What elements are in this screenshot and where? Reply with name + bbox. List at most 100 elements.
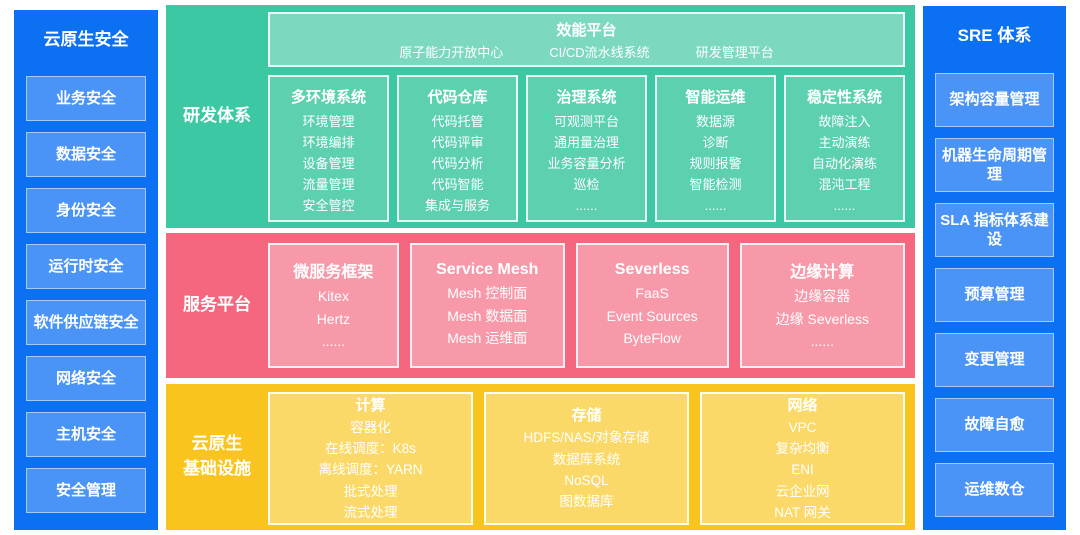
sre-panel-items: 架构容量管理 机器生命周期管理 SLA 指标体系建设 预算管理 变更管理 故障自… — [923, 73, 1066, 517]
edge-computing-box: 边缘计算 边缘容器 边缘 Severless ...... — [739, 243, 905, 368]
service-mesh-box: Service Mesh Mesh 控制面 Mesh 数据面 Mesh 运维面 — [409, 243, 565, 368]
box-title: 计算 — [355, 396, 386, 414]
box-title: 治理系统 — [556, 89, 617, 106]
box-item: Mesh 控制面 — [447, 285, 528, 302]
box-item: 代码托管 — [431, 114, 484, 129]
box-item: 在线调度：K8s — [325, 441, 416, 457]
box-item: ENI — [791, 462, 814, 478]
box-item: 智能检测 — [689, 177, 742, 193]
platform-subitem-atomic-center: 原子能力开放中心 — [399, 44, 504, 60]
box-item: 复杂均衡 — [775, 441, 830, 457]
box-item: 图数据库 — [559, 494, 614, 510]
sre-item-capacity: 架构容量管理 — [935, 73, 1054, 127]
box-item: HDFS/NAS/对象存储 — [523, 430, 650, 446]
sre-item-budget: 预算管理 — [935, 268, 1054, 322]
box-item: 边缘容器 — [794, 288, 851, 305]
box-item: ...... — [810, 333, 834, 350]
security-panel-title: 云原生安全 — [43, 30, 129, 49]
box-item: 诊断 — [702, 135, 729, 151]
box-title: 网络 — [787, 396, 818, 414]
infrastructure-label: 云原生 基础设施 — [166, 384, 268, 530]
box-item: 容器化 — [350, 419, 391, 435]
rd-system-content: 效能平台 原子能力开放中心 CI/CD流水线系统 研发管理平台 多环境系统 环境… — [268, 5, 915, 228]
box-item: 混沌工程 — [818, 177, 871, 193]
box-item: ...... — [833, 198, 856, 214]
infrastructure-band: 云原生 基础设施 计算 容器化 在线调度：K8s 离线调度：YARN 批式处理 … — [166, 384, 915, 530]
box-title: 智能运维 — [685, 89, 746, 106]
box-item: 边缘 Severless — [775, 310, 869, 327]
sre-panel-title: SRE 体系 — [957, 26, 1032, 45]
box-item: Hertz — [316, 310, 351, 327]
box-item: 可观测平台 — [553, 114, 619, 129]
security-item-identity: 身份安全 — [26, 188, 146, 233]
platform-subitem-rd-management: 研发管理平台 — [695, 44, 774, 60]
box-title: 边缘计算 — [790, 264, 855, 282]
box-item: FaaS — [635, 285, 669, 302]
service-platform-band: 服务平台 微服务框架 Kitex Hertz ...... Service Me… — [166, 233, 915, 378]
efficiency-platform-title: 效能平台 — [556, 21, 617, 39]
efficiency-platform-box: 效能平台 原子能力开放中心 CI/CD流水线系统 研发管理平台 — [268, 12, 905, 67]
intelligent-ops-box: 智能运维 数据源 诊断 规则报警 智能检测 ...... — [655, 75, 776, 222]
network-box: 网络 VPC 复杂均衡 ENI 云企业网 NAT 网关 — [700, 392, 905, 525]
box-item: 自动化演练 — [811, 156, 877, 172]
governance-system-box: 治理系统 可观测平台 通用量治理 业务容量分析 巡检 ...... — [526, 75, 647, 222]
platform-subitem-cicd: CI/CD流水线系统 — [549, 44, 650, 60]
sre-item-machine-lifecycle: 机器生命周期管理 — [935, 138, 1054, 192]
box-item: 故障注入 — [818, 114, 871, 129]
security-item-host: 主机安全 — [26, 412, 146, 457]
box-item: 数据库系统 — [552, 451, 621, 467]
security-item-network: 网络安全 — [26, 356, 146, 401]
rd-columns: 多环境系统 环境管理 环境编排 设备管理 流量管理 安全管控 代码仓库 代码托管… — [268, 75, 905, 222]
service-platform-content: 微服务框架 Kitex Hertz ...... Service Mesh Me… — [268, 233, 915, 378]
box-item: 环境管理 — [302, 114, 355, 129]
compute-box: 计算 容器化 在线调度：K8s 离线调度：YARN 批式处理 流式处理 — [268, 392, 473, 525]
box-title: 多环境系统 — [290, 89, 366, 106]
service-platform-label: 服务平台 — [183, 295, 251, 315]
box-title: 微服务框架 — [293, 264, 374, 282]
box-item: 批式处理 — [343, 483, 398, 499]
security-item-data: 数据安全 — [26, 132, 146, 177]
security-item-business: 业务安全 — [26, 76, 146, 121]
sre-item-ops-warehouse: 运维数仓 — [935, 463, 1054, 517]
box-item: 安全管控 — [302, 198, 355, 214]
box-item: 数据源 — [695, 114, 735, 129]
serverless-box: Severless FaaS Event Sources ByteFlow — [575, 243, 729, 368]
box-item: Event Sources — [606, 307, 698, 324]
box-item: ...... — [704, 198, 727, 214]
box-item: 集成与服务 — [424, 198, 490, 214]
efficiency-platform-subitems: 原子能力开放中心 CI/CD流水线系统 研发管理平台 — [399, 42, 773, 61]
box-item: ...... — [321, 333, 346, 350]
box-item: 规则报警 — [689, 156, 742, 172]
sre-item-sla: SLA 指标体系建设 — [935, 203, 1054, 257]
box-item: Mesh 数据面 — [447, 307, 528, 324]
security-panel-items: 业务安全 数据安全 身份安全 运行时安全 软件供应链安全 网络安全 主机安全 安… — [14, 76, 158, 513]
box-item: NAT 网关 — [774, 505, 831, 520]
infrastructure-label-line1: 云原生 — [191, 434, 243, 454]
box-item: NoSQL — [564, 473, 609, 488]
cloud-native-security-panel: 云原生安全 业务安全 数据安全 身份安全 运行时安全 软件供应链安全 网络安全 … — [14, 10, 158, 530]
box-item: 代码智能 — [431, 177, 484, 193]
sre-item-self-healing: 故障自愈 — [935, 398, 1054, 452]
box-item: 代码分析 — [431, 156, 484, 172]
box-title: Service Mesh — [436, 261, 539, 279]
sre-system-panel: SRE 体系 架构容量管理 机器生命周期管理 SLA 指标体系建设 预算管理 变… — [923, 6, 1066, 530]
infrastructure-label-line2: 基础设施 — [183, 459, 251, 478]
box-item: VPC — [788, 419, 817, 435]
box-title: 存储 — [571, 407, 602, 425]
box-item: ...... — [575, 198, 598, 214]
multi-env-system-box: 多环境系统 环境管理 环境编排 设备管理 流量管理 安全管控 — [268, 75, 389, 222]
box-item: ByteFlow — [623, 330, 681, 347]
box-item: 流量管理 — [302, 177, 355, 193]
box-item: Kitex — [317, 288, 349, 305]
box-item: 巡检 — [573, 177, 600, 193]
stability-system-box: 稳定性系统 故障注入 主动演练 自动化演练 混沌工程 ...... — [784, 75, 905, 222]
security-item-runtime: 运行时安全 — [26, 244, 146, 289]
box-item: 代码评审 — [431, 135, 484, 151]
box-item: Mesh 运维面 — [447, 330, 528, 347]
rd-system-label: 研发体系 — [183, 106, 251, 126]
sre-item-change-management: 变更管理 — [935, 333, 1054, 387]
rd-system-band: 研发体系 效能平台 原子能力开放中心 CI/CD流水线系统 研发管理平台 多环境… — [166, 5, 915, 228]
microservice-framework-box: 微服务框架 Kitex Hertz ...... — [268, 243, 399, 368]
security-item-supply-chain: 软件供应链安全 — [26, 300, 146, 345]
